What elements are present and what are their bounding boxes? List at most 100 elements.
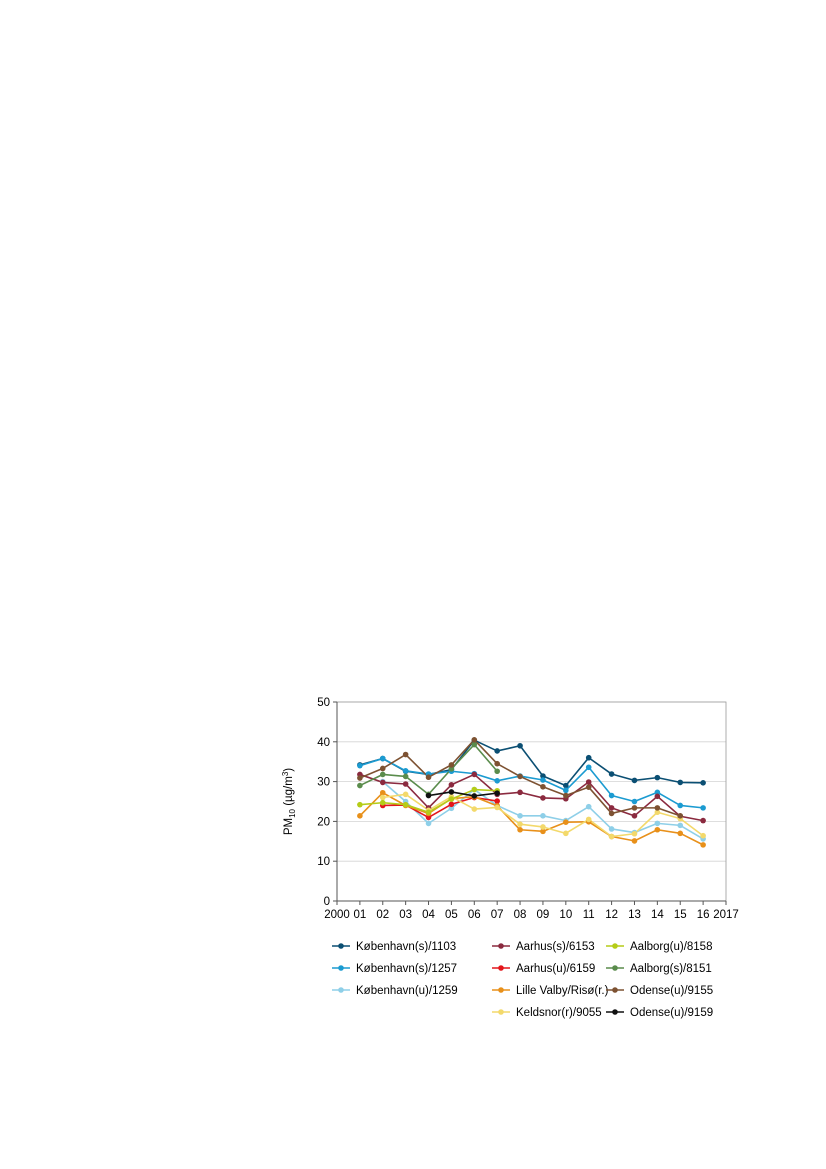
data-point-k-benhavn-u-1259	[654, 820, 661, 827]
data-point-odense-u-9155	[425, 774, 432, 781]
y-axis-label-subscript: 10	[288, 808, 297, 817]
data-point-k-benhavn-s-1103	[631, 777, 638, 784]
legend-label: Keldsnor(r)/9055	[516, 1007, 602, 1019]
x-tick-label: 2017	[713, 909, 739, 921]
data-point-odense-u-9155	[357, 775, 363, 781]
data-point-k-benhavn-u-1259	[425, 820, 432, 827]
data-point-aalborg-s-8151	[448, 766, 455, 772]
legend-item-aarhus-u-6159: Aarhus(u)/6159	[492, 963, 595, 975]
data-point-odense-u-9155	[471, 737, 478, 743]
data-point-keldsnor-r-9055	[585, 816, 592, 823]
data-point-odense-u-9155	[540, 783, 546, 790]
data-point-k-benhavn-s-1257	[563, 787, 569, 794]
data-point-odense-u-9155	[448, 762, 455, 768]
data-point-aalborg-s-8151	[402, 773, 409, 780]
x-tick-label: 04	[422, 909, 435, 921]
legend-label: Aalborg(u)/8158	[630, 941, 712, 953]
data-point-aarhus-s-6153	[448, 781, 455, 788]
data-point-k-benhavn-s-1257	[608, 792, 615, 799]
data-point-keldsnor-r-9055	[379, 794, 386, 801]
data-point-odense-u-9155	[654, 805, 661, 811]
data-point-lille-valby-ris-r	[563, 819, 569, 825]
x-tick-label: 15	[674, 909, 687, 921]
series-line-aarhus-u-6159	[382, 796, 498, 819]
y-axis-label-superscript: 3	[281, 771, 290, 776]
x-tick-label: 11	[583, 909, 595, 921]
data-point-odense-u-9155	[379, 765, 386, 772]
data-point-k-benhavn-s-1103	[677, 779, 684, 786]
data-point-odense-u-9155	[563, 792, 569, 799]
legend-label: København(s)/1103	[356, 941, 456, 953]
x-tick-label: 08	[514, 909, 527, 921]
data-point-lille-valby-ris-r	[700, 842, 706, 848]
data-point-keldsnor-r-9055	[540, 824, 546, 830]
x-tick-label: 14	[651, 909, 664, 921]
data-point-aarhus-s-6153	[471, 771, 478, 778]
series-line-odense-u-9159	[428, 791, 498, 797]
data-point-aarhus-u-6159	[448, 801, 455, 808]
data-point-odense-u-9155	[631, 805, 638, 811]
data-point-aalborg-u-8158	[471, 786, 478, 793]
x-tick-label: 05	[445, 909, 458, 921]
data-point-keldsnor-r-9055	[517, 821, 523, 827]
legend-swatch-marker	[498, 943, 504, 949]
data-point-k-benhavn-s-1257	[677, 802, 684, 809]
data-point-k-benhavn-s-1257	[700, 805, 706, 811]
y-axis-label-unit: (µg/m	[283, 776, 295, 809]
data-point-keldsnor-r-9055	[654, 809, 661, 816]
data-point-k-benhavn-s-1257	[357, 762, 363, 769]
legend-label: København(s)/1257	[356, 963, 457, 975]
data-point-k-benhavn-s-1257	[402, 768, 409, 774]
data-point-k-benhavn-u-1259	[448, 805, 455, 812]
x-tick-label: 12	[605, 909, 618, 921]
legend-item-keldsnor-r-9055: Keldsnor(r)/9055	[492, 1007, 602, 1019]
data-point-k-benhavn-s-1103	[563, 782, 569, 789]
data-point-aalborg-u-8158	[425, 809, 432, 816]
x-tick-label: 13	[628, 909, 641, 921]
y-tick-label: 30	[317, 777, 330, 789]
axes	[333, 701, 727, 905]
data-point-k-benhavn-s-1257	[540, 777, 546, 783]
data-point-aarhus-s-6153	[517, 789, 523, 796]
x-tick-label: 2000	[324, 909, 350, 921]
data-point-aarhus-s-6153	[379, 779, 386, 786]
legend: København(s)/1103 Aarhus(s)/6153 Aalborg(u…	[332, 941, 713, 1019]
x-tick-label: 02	[376, 909, 389, 921]
data-point-aalborg-s-8151	[379, 771, 386, 778]
y-tick-label: 10	[317, 856, 330, 868]
x-tick-label: 16	[697, 909, 710, 921]
data-point-keldsnor-r-9055	[402, 791, 409, 798]
data-point-lille-valby-ris-r	[654, 826, 661, 833]
legend-item-k-benhavn-u-1259: København(u)/1259	[332, 985, 458, 997]
x-tick-label: 01	[353, 909, 366, 921]
series-line-aarhus-s-6153	[359, 773, 704, 822]
data-point-odense-u-9159	[448, 789, 455, 795]
legend-label: Aarhus(s)/6153	[516, 941, 595, 953]
data-point-odense-u-9155	[517, 773, 523, 780]
legend-label: Aalborg(s)/8151	[630, 963, 712, 975]
data-point-k-benhavn-s-1103	[540, 773, 546, 779]
legend-item-k-benhavn-s-1103: København(s)/1103	[332, 941, 456, 953]
data-point-keldsnor-r-9055	[471, 806, 478, 812]
legend-label: København(u)/1259	[356, 985, 458, 997]
data-point-lille-valby-ris-r	[540, 828, 546, 835]
legend-label: Odense(u)/9159	[630, 1007, 713, 1019]
legend-label: Aarhus(u)/6159	[516, 963, 595, 975]
data-point-aarhus-s-6153	[402, 781, 409, 787]
legend-item-odense-u-9155: Odense(u)/9155	[606, 985, 713, 997]
legend-swatch-marker	[612, 987, 618, 993]
data-point-odense-u-9155	[494, 760, 500, 767]
data-point-aarhus-s-6153	[585, 779, 592, 785]
data-point-aarhus-u-6159	[494, 798, 500, 804]
data-point-aalborg-s-8151	[471, 741, 478, 748]
data-point-k-benhavn-s-1257	[631, 798, 638, 805]
data-point-k-benhavn-s-1257	[585, 764, 592, 771]
legend-item-aalborg-s-8151: Aalborg(s)/8151	[606, 963, 712, 975]
data-point-aarhus-s-6153	[631, 813, 638, 819]
data-point-aalborg-u-8158	[379, 799, 386, 806]
data-point-keldsnor-r-9055	[700, 832, 706, 839]
data-point-k-benhavn-s-1103	[517, 742, 523, 749]
legend-swatch-marker	[498, 987, 504, 993]
data-point-k-benhavn-u-1259	[540, 813, 546, 819]
legend-swatch-marker	[612, 1009, 618, 1015]
